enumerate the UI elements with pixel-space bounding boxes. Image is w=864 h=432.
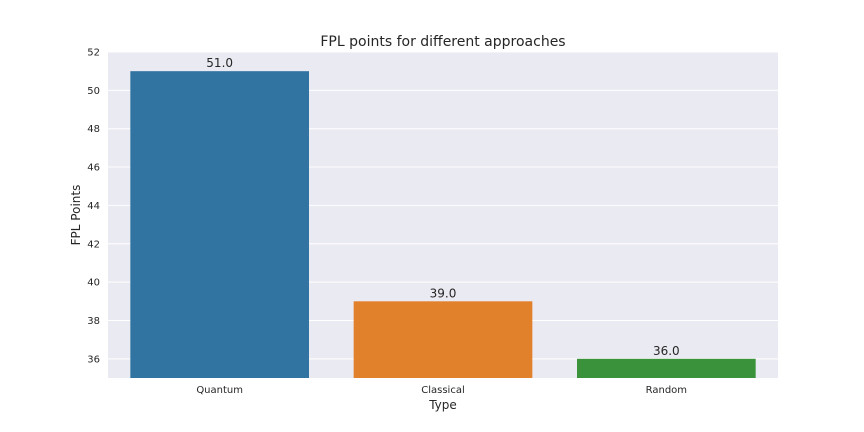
data-labels: 51.0 39.0 36.0 [206,56,679,358]
y-tick-label: 52 [87,48,100,59]
data-label-classical: 39.0 [430,286,457,300]
y-axis-label: FPL Points [69,185,83,246]
y-tick-label: 50 [87,86,100,97]
data-label-quantum: 51.0 [206,56,233,70]
x-tick-label-classical: Classical [421,385,465,396]
y-tick-label: 46 [87,163,100,174]
x-axis-ticks: Quantum Classical Random [196,385,687,396]
data-label-random: 36.0 [653,344,680,358]
y-tick-label: 36 [87,354,100,365]
y-tick-label: 38 [87,316,100,327]
bar-quantum [130,71,309,379]
x-tick-label-quantum: Quantum [196,385,243,396]
x-axis-label: Type [428,398,457,412]
bar-classical [353,301,533,378]
y-tick-label: 44 [87,201,100,212]
chart-title: FPL points for different approaches [320,34,565,50]
y-tick-label: 42 [87,239,100,250]
x-tick-label-random: Random [646,385,687,396]
y-axis-ticks: 36 38 40 42 44 46 48 50 52 [87,48,100,366]
y-tick-label: 48 [87,124,100,135]
bars [130,71,756,379]
bar-random [577,358,756,378]
y-tick-label: 40 [87,278,100,289]
